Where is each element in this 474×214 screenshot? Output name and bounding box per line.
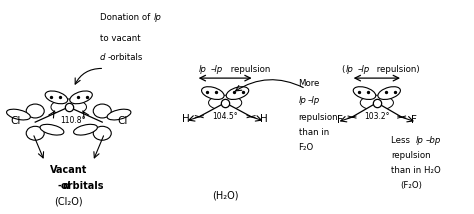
Ellipse shape: [45, 91, 68, 104]
Ellipse shape: [93, 104, 111, 118]
Text: –bp: –bp: [426, 136, 441, 145]
Ellipse shape: [201, 87, 224, 100]
Text: –lp: –lp: [358, 65, 370, 74]
Ellipse shape: [26, 104, 44, 118]
Ellipse shape: [226, 87, 249, 100]
Text: Cl: Cl: [10, 116, 20, 126]
Text: (F₂O): (F₂O): [401, 181, 422, 190]
Text: repulsion: repulsion: [228, 65, 270, 74]
Text: Vacant: Vacant: [50, 165, 87, 175]
Text: –lp: –lp: [308, 96, 320, 105]
Ellipse shape: [7, 109, 30, 120]
Text: H: H: [260, 114, 268, 124]
Text: lp: lp: [416, 136, 424, 145]
Ellipse shape: [70, 91, 92, 104]
Text: (H₂O): (H₂O): [212, 191, 238, 201]
Text: 104.5°: 104.5°: [212, 112, 238, 121]
Text: d: d: [100, 53, 105, 62]
Text: 110.8°: 110.8°: [60, 116, 85, 125]
Ellipse shape: [107, 109, 131, 120]
Text: H: H: [182, 114, 190, 124]
Text: -orbitals: -orbitals: [108, 53, 144, 62]
Text: F₂O: F₂O: [299, 143, 314, 152]
Text: More: More: [299, 79, 320, 88]
Text: F: F: [410, 115, 417, 125]
Ellipse shape: [26, 126, 44, 140]
Text: than in: than in: [299, 128, 329, 137]
Text: repulsion): repulsion): [374, 65, 420, 74]
Text: lp: lp: [299, 96, 307, 105]
Ellipse shape: [93, 126, 111, 140]
Text: Cl: Cl: [117, 116, 128, 126]
Ellipse shape: [378, 87, 401, 100]
Text: repulsion: repulsion: [299, 113, 338, 122]
Text: lp: lp: [199, 65, 207, 74]
Text: than in H₂O: than in H₂O: [391, 166, 441, 175]
Text: -orbitals: -orbitals: [57, 181, 104, 191]
Text: –lp: –lp: [211, 65, 223, 74]
Text: d: d: [63, 181, 70, 191]
Text: lp: lp: [154, 13, 162, 22]
Text: Less: Less: [391, 136, 413, 145]
Text: repulsion: repulsion: [391, 151, 431, 160]
Ellipse shape: [353, 87, 376, 100]
Text: F: F: [337, 115, 343, 125]
Ellipse shape: [40, 124, 64, 135]
Ellipse shape: [73, 124, 97, 135]
Text: 103.2°: 103.2°: [364, 112, 390, 121]
Text: Donation of: Donation of: [100, 13, 153, 22]
Text: lp: lp: [346, 65, 354, 74]
Text: (: (: [341, 65, 345, 74]
Text: (Cl₂O): (Cl₂O): [55, 196, 83, 206]
Text: to vacant: to vacant: [100, 34, 140, 43]
